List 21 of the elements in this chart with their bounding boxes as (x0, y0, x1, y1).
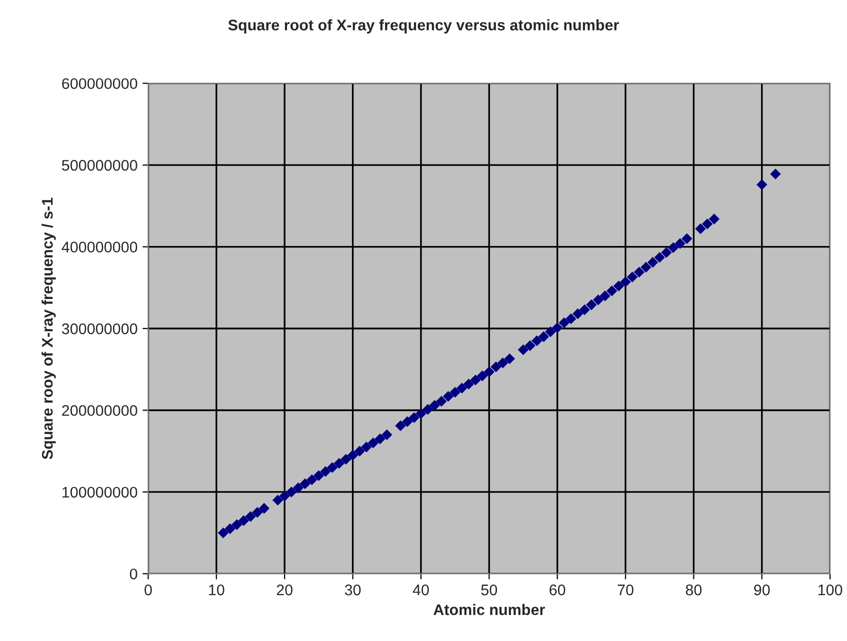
y-tick-label: 600000000 (62, 78, 138, 90)
chart-title: Square root of X-ray frequency versus atomic number (228, 19, 619, 34)
x-tick-label: 30 (344, 584, 361, 596)
x-axis-title: Atomic number (434, 604, 545, 616)
y-axis-title: Square rooy of X-ray frequency / s-1 (42, 198, 56, 460)
x-tick-label: 50 (481, 584, 498, 596)
y-tick-label: 500000000 (62, 160, 138, 171)
y-tick-label: 400000000 (62, 242, 138, 252)
x-tick-label: 80 (686, 584, 702, 596)
x-tick-label: 20 (276, 584, 292, 596)
y-tick-label: 200000000 (62, 405, 138, 416)
x-tick-label: 60 (550, 584, 566, 596)
y-tick-label: 300000000 (62, 323, 138, 334)
x-tick-label: 90 (754, 584, 770, 596)
x-tick-label: 10 (209, 584, 224, 596)
y-tick-label: 100000000 (62, 486, 138, 498)
y-tick-label: 0 (130, 568, 138, 580)
x-tick-label: 40 (412, 584, 429, 596)
x-tick-label: 0 (144, 584, 152, 596)
x-tick-label: 70 (618, 584, 634, 596)
x-tick-label: 100 (818, 584, 842, 596)
